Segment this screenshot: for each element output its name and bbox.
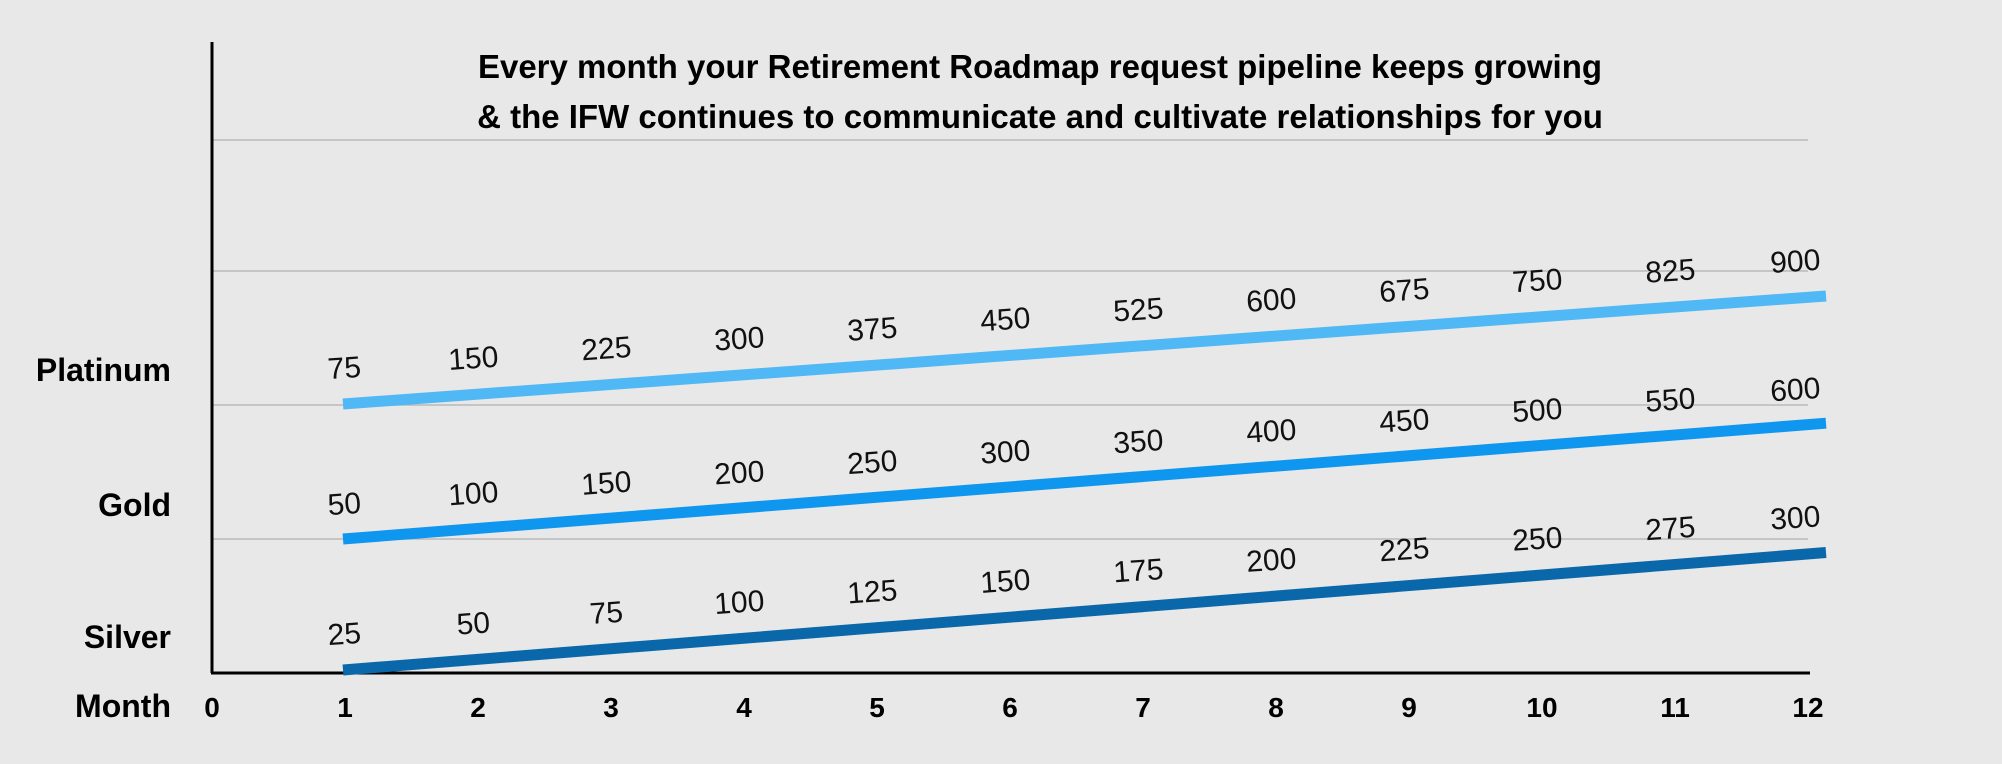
x-tick-label-10: 10 [1526,692,1557,723]
data-label-gold-11: 550 [1644,382,1696,418]
data-label-gold-8: 400 [1245,414,1297,450]
gridlines [212,139,1808,540]
data-label-gold-12: 600 [1769,372,1821,408]
data-label-silver-1: 25 [327,617,363,652]
data-label-silver-9: 225 [1378,532,1430,568]
data-label-silver-3: 75 [589,596,625,631]
data-label-silver-11: 275 [1644,511,1696,547]
chart-title-line-2: & the IFW continues to communicate and c… [477,98,1603,135]
x-tick-label-11: 11 [1660,692,1690,723]
y-label-gold: Gold [98,487,171,523]
x-tick-label-6: 6 [1002,692,1018,723]
data-label-gold-10: 500 [1511,393,1563,429]
x-tick-labels: 0 1 2 3 4 5 6 7 8 9 10 11 12 [204,692,1823,723]
series-line-platinum [342,290,1827,410]
x-tick-label-1: 1 [337,692,353,723]
x-tick-label-9: 9 [1401,692,1417,723]
series-lines [342,290,1827,676]
x-tick-label-7: 7 [1135,692,1151,723]
x-tick-label-8: 8 [1268,692,1284,723]
data-label-platinum-5: 375 [846,312,898,348]
x-tick-label-4: 4 [736,692,752,723]
data-label-platinum-2: 150 [447,341,499,377]
data-label-silver-12: 300 [1769,500,1821,536]
data-label-gold-9: 450 [1378,403,1430,439]
data-label-silver-8: 200 [1245,542,1297,578]
data-label-gold-6: 300 [979,434,1031,470]
x-tick-label-12: 12 [1792,692,1823,723]
data-label-silver-5: 125 [846,574,898,610]
data-label-silver-4: 100 [713,585,765,621]
data-label-platinum-3: 225 [580,331,632,367]
data-label-silver-2: 50 [456,606,492,641]
data-label-gold-7: 350 [1112,424,1164,460]
data-label-silver-6: 150 [979,564,1031,600]
data-label-platinum-6: 450 [979,302,1031,338]
x-tick-label-0: 0 [204,692,220,723]
series-line-silver [342,547,1827,676]
axes [210,42,1810,675]
chart-title: Every month your Retirement Roadmap requ… [477,48,1603,135]
x-axis-label: Month [75,688,171,724]
x-tick-label-5: 5 [869,692,885,723]
data-label-platinum-4: 300 [713,321,765,357]
series-line-gold [342,417,1827,545]
x-tick-label-3: 3 [603,692,619,723]
data-label-platinum-12: 900 [1769,244,1821,280]
data-label-platinum-11: 825 [1644,253,1696,289]
data-label-platinum-8: 600 [1245,282,1297,318]
data-label-gold-5: 250 [846,445,898,481]
data-label-gold-1: 50 [327,487,363,522]
data-label-gold-4: 200 [713,455,765,491]
x-tick-label-2: 2 [470,692,486,723]
data-labels: 75 150 225 300 375 450 525 600 675 750 825 900 50 100… [327,244,1822,653]
data-label-silver-10: 250 [1511,521,1563,557]
chart-title-line-1: Every month your Retirement Roadmap requ… [478,48,1602,85]
data-label-gold-3: 150 [580,466,632,502]
y-category-labels: Platinum Gold Silver [36,352,171,655]
data-label-platinum-10: 750 [1511,263,1563,299]
data-label-platinum-9: 675 [1378,273,1430,309]
data-label-silver-7: 175 [1112,553,1164,589]
data-label-gold-2: 100 [447,476,499,512]
data-label-platinum-1: 75 [327,351,363,386]
y-label-silver: Silver [84,619,171,655]
y-label-platinum: Platinum [36,352,171,388]
data-label-platinum-7: 525 [1112,292,1164,328]
